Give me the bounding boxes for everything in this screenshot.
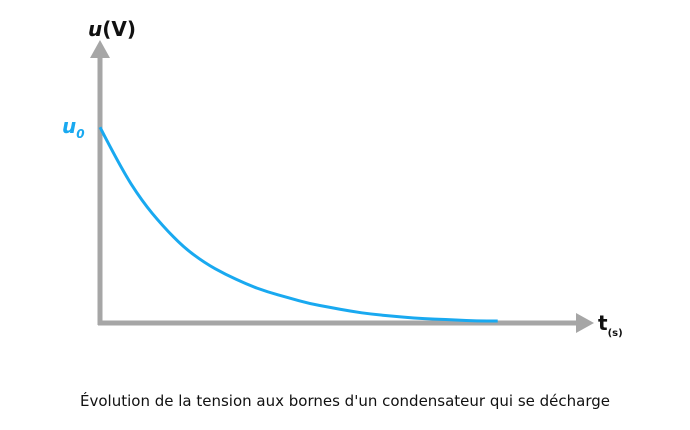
u0-label: u0 (62, 114, 85, 141)
u0-label-main: u (62, 114, 76, 138)
discharge-curve (98, 126, 498, 323)
y-axis-arrow (90, 40, 110, 58)
x-axis-label: t(s) (598, 311, 623, 339)
y-axis-label: u(V) (88, 17, 136, 41)
x-axis-label-main: t (598, 311, 608, 335)
y-axis-label-unit: (V) (102, 17, 136, 41)
chart-svg: u(V) t(s) u0 (62, 17, 623, 339)
u0-label-sub: 0 (76, 127, 84, 141)
x-axis-label-sub: (s) (608, 328, 623, 339)
x-axis-arrow (576, 313, 594, 333)
chart-caption: Évolution de la tension aux bornes d'un … (80, 392, 610, 410)
y-axis-label-main: u (88, 17, 102, 41)
